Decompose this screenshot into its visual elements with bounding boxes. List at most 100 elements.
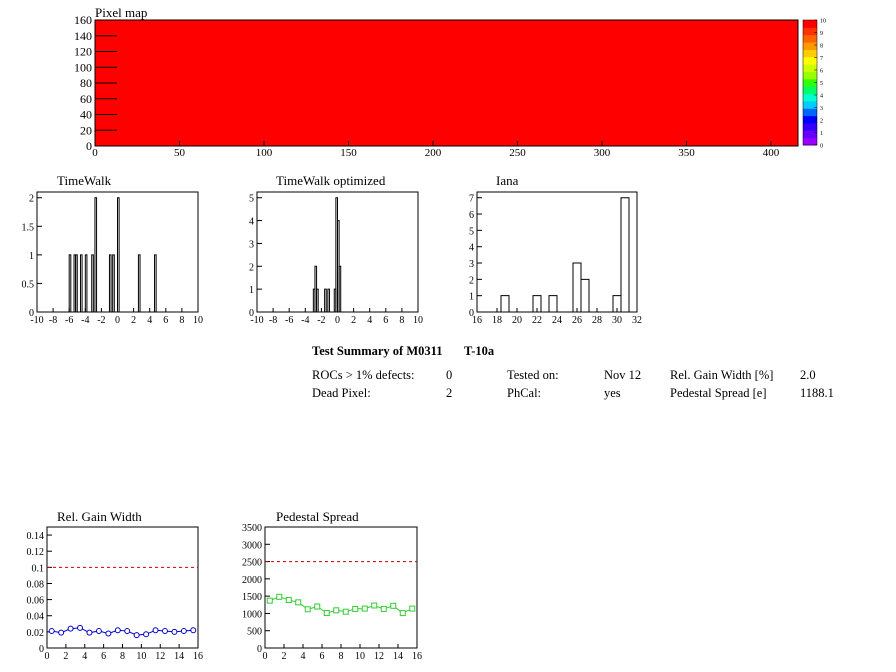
data-point: [143, 631, 150, 638]
palette-swatch: [803, 64, 817, 72]
phcal-value: yes: [604, 386, 621, 400]
y-tick-label: 2: [469, 275, 474, 286]
tested-on-value: Nov 12: [604, 368, 642, 382]
y-tick-label: 0: [29, 308, 34, 319]
x-tick-label: 4: [367, 315, 372, 326]
y-tick-label: 160: [74, 13, 92, 27]
histogram-bin: [75, 254, 78, 312]
y-tick-label: 5: [249, 194, 254, 205]
palette-tick-label: 9: [820, 31, 823, 37]
x-tick-label: 14: [174, 651, 184, 662]
iana-chart: 16 18 20 22 24 26 28 30 32 0 1 2 3 4 5 6 7: [469, 191, 642, 326]
histogram-bin: [338, 265, 342, 312]
palette-swatch: [803, 86, 817, 95]
data-point: [361, 605, 368, 612]
x-tick-label: 2: [131, 315, 136, 326]
y-tick-label: 60: [80, 92, 92, 106]
rel-gain-width-value: 2.0: [800, 368, 816, 382]
data-point: [352, 605, 359, 612]
data-point: [342, 608, 349, 615]
y-tick-label: 0.12: [27, 547, 45, 558]
histogram-bin: [112, 254, 115, 312]
palette-swatch: [803, 42, 817, 50]
histogram-bin: [84, 254, 88, 312]
y-tick-label: 0: [249, 308, 254, 319]
histogram-bin: [324, 288, 327, 312]
x-tick-label: 2: [63, 651, 68, 662]
y-tick-label: 500: [247, 627, 262, 638]
data-point: [371, 602, 378, 609]
palette-swatch: [803, 115, 817, 124]
y-tick-label: 80: [80, 76, 92, 90]
palette-swatch: [803, 71, 817, 80]
x-tick-label: 300: [594, 147, 611, 159]
y-tick-label: 0.06: [27, 596, 45, 607]
histogram-bin: [532, 295, 542, 312]
y-tick-label: 1: [29, 251, 34, 262]
x-tick-label: 50: [174, 147, 186, 159]
pixelmap-title: Pixel map: [95, 5, 148, 20]
data-point: [314, 603, 321, 610]
y-tick-label: 0: [39, 644, 44, 655]
data-point: [333, 607, 340, 614]
y-tick-label: 1: [469, 292, 474, 303]
x-tick-label: 18: [492, 315, 502, 326]
y-tick-label: 1: [249, 285, 254, 296]
x-tick-label: 0: [92, 147, 98, 159]
rocs-defects-value: 0: [446, 368, 453, 382]
histogram-bin: [117, 197, 120, 312]
x-tick-label: 2: [282, 651, 287, 662]
y-tick-label: 120: [74, 45, 92, 59]
iana-title: Iana: [496, 173, 519, 188]
histogram-bin: [91, 254, 94, 312]
x-tick-label: 400: [763, 147, 780, 159]
data-point: [124, 628, 131, 635]
x-tick-label: 4: [301, 651, 306, 662]
palette-tick-label: 5: [820, 81, 823, 87]
data-point: [67, 625, 74, 632]
y-tick-label: 0.08: [27, 579, 45, 590]
data-point: [180, 628, 187, 635]
data-point: [105, 630, 112, 637]
y-tick-label: 2: [249, 262, 254, 273]
palette-swatch: [803, 100, 817, 109]
palette-swatch: [803, 56, 817, 65]
pedestal-spread-value: 1188.1: [800, 386, 834, 400]
x-tick-label: 10: [355, 651, 365, 662]
histogram-bin: [79, 254, 83, 312]
data-point: [285, 596, 292, 603]
y-tick-label: 4: [249, 217, 254, 228]
y-tick-label: 40: [80, 108, 92, 122]
data-point: [48, 628, 55, 635]
y-tick-label: 2000: [242, 575, 262, 586]
data-point: [161, 628, 168, 635]
histogram-bin: [137, 254, 141, 312]
palette-tick-label: 2: [820, 119, 823, 125]
y-tick-label: 1.5: [22, 222, 35, 233]
x-tick-label: 30: [612, 315, 622, 326]
data-point: [304, 606, 311, 613]
palette-swatch: [803, 122, 817, 131]
summary-title: Test Summary of M0311: [312, 344, 443, 358]
x-tick-label: 16: [193, 651, 203, 662]
x-tick-label: -8: [269, 315, 277, 326]
x-tick-label: -8: [49, 315, 57, 326]
x-tick-label: 22: [532, 315, 542, 326]
x-tick-label: -4: [301, 315, 309, 326]
palette-swatch: [803, 108, 817, 117]
y-tick-label: 0: [257, 644, 262, 655]
pedestal-spread-title: Pedestal Spread: [276, 509, 359, 524]
data-point: [276, 593, 283, 600]
y-tick-label: 2: [29, 194, 34, 205]
x-tick-label: 6: [383, 315, 388, 326]
data-point: [390, 602, 397, 609]
x-tick-label: 350: [678, 147, 695, 159]
x-tick-label: -2: [317, 315, 325, 326]
rel-gain-width-chart: 0 2 4 6 8 10 12 14 16 0 0.02 0.04 0.06 0.08 0.1 0.12 0.1…: [27, 526, 203, 662]
data-point: [152, 627, 159, 634]
data-point: [399, 610, 406, 617]
x-tick-label: 8: [120, 651, 125, 662]
y-tick-label: 7: [469, 194, 474, 205]
histogram-bin: [154, 254, 157, 312]
x-tick-label: 12: [155, 651, 165, 662]
